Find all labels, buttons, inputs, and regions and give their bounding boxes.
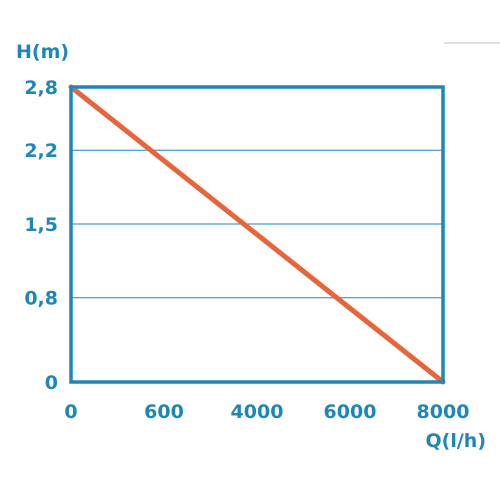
series-lines [68, 84, 446, 385]
y-tick-labels: 0 0,8 1,5 2,2 2,8 [24, 77, 58, 394]
x-axis-title: Q(l/h) [426, 430, 487, 452]
grid-lines [71, 149, 443, 299]
y-tick-label: 2,8 [24, 77, 58, 99]
x-tick-label: 8000 [417, 401, 470, 423]
y-axis-title: H(m) [16, 41, 69, 63]
y-tick-label: 0 [45, 372, 58, 394]
plot-frame [69, 85, 445, 384]
y-tick-label: 1,5 [24, 214, 58, 236]
x-tick-label: 6000 [324, 401, 377, 423]
x-tick-labels: 0 600 4000 6000 8000 [64, 401, 469, 423]
y-tick-label: 0,8 [24, 288, 58, 310]
x-tick-label: 0 [64, 401, 77, 423]
x-tick-label: 4000 [231, 401, 284, 423]
pump-curve-line [68, 84, 446, 385]
x-tick-label: 600 [144, 401, 184, 423]
y-tick-label: 2,2 [24, 140, 58, 162]
